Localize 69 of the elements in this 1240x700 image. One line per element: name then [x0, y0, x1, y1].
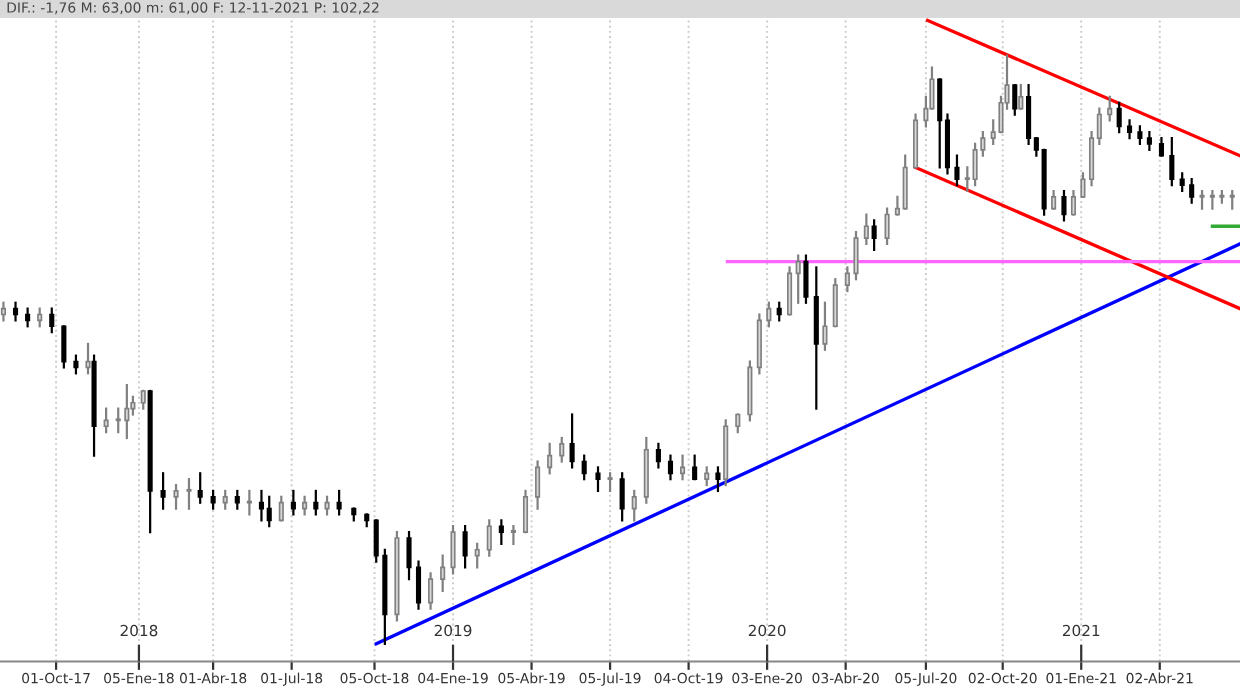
candlestick — [1107, 95, 1113, 122]
candlestick — [884, 207, 890, 246]
candlestick — [655, 442, 661, 469]
candlestick — [85, 342, 91, 375]
candlestick — [462, 525, 468, 569]
candlestick — [1146, 131, 1152, 151]
candlestick — [486, 519, 492, 557]
candlestick — [246, 489, 252, 516]
candlestick — [747, 360, 753, 422]
candlestick — [336, 489, 342, 516]
candlestick — [474, 542, 480, 569]
candlestick — [258, 489, 265, 522]
candlestick — [115, 407, 121, 434]
candlestick — [559, 436, 565, 463]
candlestick — [813, 266, 819, 410]
candlestick — [1169, 136, 1175, 187]
candlestick — [1026, 84, 1032, 146]
candlestick — [822, 301, 828, 351]
candlestick — [302, 495, 308, 516]
candlestick — [278, 495, 284, 522]
candlestick — [581, 454, 587, 481]
candlestick — [972, 142, 978, 187]
candlestick — [510, 525, 516, 545]
candlestick — [0, 301, 7, 322]
candlestick — [186, 478, 192, 510]
candlestick — [290, 489, 296, 516]
candlestick — [595, 466, 601, 493]
candlestick — [787, 266, 793, 316]
candlestick — [1116, 101, 1122, 134]
candlestick — [902, 154, 908, 210]
candlestick — [643, 436, 649, 504]
candlestick — [440, 554, 446, 593]
candlestick — [498, 519, 504, 545]
candlestick — [103, 407, 109, 434]
candlestick — [173, 483, 179, 510]
candlestick — [937, 78, 943, 169]
candlestick — [61, 325, 67, 369]
candlestick — [1012, 84, 1018, 116]
candlestick — [49, 307, 55, 334]
candlestick — [1061, 189, 1067, 222]
candlestick — [1189, 178, 1195, 204]
candlestick — [124, 383, 130, 440]
candlestick — [795, 254, 801, 304]
candlestick — [853, 231, 859, 281]
candlestick — [313, 489, 319, 516]
candlestick — [415, 560, 422, 610]
candlestick — [667, 454, 674, 481]
candlestick — [547, 442, 553, 475]
candlestick — [428, 572, 434, 610]
candlestick — [871, 219, 877, 251]
candlestick — [803, 254, 809, 304]
candlestick — [1070, 189, 1077, 216]
candlestick — [715, 466, 721, 493]
candlestick — [569, 413, 575, 469]
candlestick — [619, 472, 625, 522]
candlestick — [912, 113, 919, 169]
candlestick — [832, 278, 838, 328]
candlestick — [863, 213, 869, 246]
candlestick — [631, 489, 637, 522]
candlestick — [756, 313, 762, 375]
candlestick — [1126, 119, 1133, 140]
candlestick — [1018, 84, 1024, 110]
candlestick — [12, 301, 19, 322]
candlestick — [266, 495, 272, 528]
candlestick — [406, 531, 412, 581]
candlestick — [954, 154, 960, 187]
candlestick — [197, 472, 203, 504]
candlestick — [160, 472, 166, 510]
candlestick — [692, 454, 698, 481]
